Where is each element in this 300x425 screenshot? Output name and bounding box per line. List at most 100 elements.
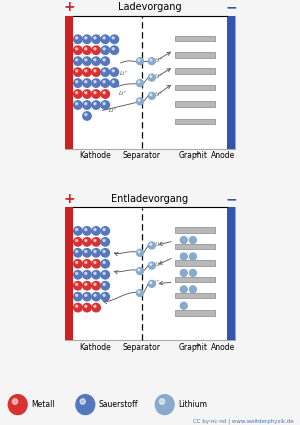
Circle shape: [136, 249, 143, 256]
Circle shape: [92, 46, 100, 54]
Circle shape: [148, 242, 155, 249]
Bar: [175, 85, 215, 91]
Circle shape: [92, 238, 100, 246]
Circle shape: [136, 98, 143, 105]
Circle shape: [103, 37, 105, 39]
Circle shape: [112, 37, 114, 39]
Circle shape: [85, 48, 87, 50]
Circle shape: [150, 264, 152, 265]
Bar: [65, 15, 73, 149]
Bar: [175, 310, 215, 316]
Circle shape: [74, 57, 82, 65]
Circle shape: [76, 70, 78, 72]
Circle shape: [101, 90, 110, 98]
Text: Sauerstoff: Sauerstoff: [99, 400, 138, 409]
Bar: [175, 277, 215, 282]
Circle shape: [8, 395, 27, 414]
Circle shape: [150, 94, 152, 96]
Circle shape: [94, 294, 96, 296]
Circle shape: [76, 305, 78, 307]
Circle shape: [136, 79, 143, 87]
Circle shape: [148, 262, 155, 269]
Circle shape: [94, 229, 96, 231]
Circle shape: [76, 395, 95, 414]
Circle shape: [83, 101, 91, 109]
Circle shape: [103, 92, 105, 94]
Bar: [65, 207, 235, 340]
Circle shape: [85, 92, 87, 94]
Circle shape: [76, 48, 78, 50]
Circle shape: [94, 102, 96, 105]
Text: Entladevorgang: Entladevorgang: [111, 194, 189, 204]
Circle shape: [74, 227, 82, 235]
Circle shape: [138, 251, 140, 252]
Circle shape: [112, 81, 114, 83]
Circle shape: [101, 79, 110, 87]
Circle shape: [148, 58, 155, 65]
Circle shape: [180, 253, 187, 260]
Bar: [175, 260, 215, 266]
Circle shape: [12, 399, 18, 404]
Circle shape: [83, 35, 91, 43]
Circle shape: [189, 253, 197, 260]
Circle shape: [92, 79, 100, 87]
Circle shape: [103, 48, 105, 50]
Circle shape: [74, 90, 82, 98]
Circle shape: [76, 102, 78, 105]
Bar: [65, 15, 235, 149]
Circle shape: [103, 59, 105, 61]
Circle shape: [94, 239, 96, 241]
Circle shape: [94, 92, 96, 94]
Circle shape: [101, 271, 110, 279]
Circle shape: [76, 250, 78, 252]
Circle shape: [112, 48, 114, 50]
Circle shape: [92, 90, 100, 98]
Circle shape: [138, 269, 140, 271]
Text: Li⁺: Li⁺: [118, 91, 127, 96]
Circle shape: [180, 237, 187, 244]
Circle shape: [101, 57, 110, 65]
Bar: [175, 52, 215, 57]
Text: Metall: Metall: [31, 400, 55, 409]
Circle shape: [85, 272, 87, 275]
Circle shape: [92, 227, 100, 235]
Circle shape: [94, 261, 96, 264]
Circle shape: [74, 260, 82, 268]
Circle shape: [94, 305, 96, 307]
Text: Li⁺: Li⁺: [154, 74, 163, 79]
Text: Graphit: Graphit: [178, 151, 207, 160]
Circle shape: [101, 281, 110, 290]
Circle shape: [76, 239, 78, 241]
Circle shape: [92, 281, 100, 290]
Circle shape: [85, 239, 87, 241]
Circle shape: [92, 271, 100, 279]
Circle shape: [138, 59, 140, 61]
Circle shape: [92, 101, 100, 109]
Circle shape: [159, 399, 165, 404]
Circle shape: [85, 229, 87, 231]
Circle shape: [110, 79, 118, 87]
Circle shape: [92, 292, 100, 301]
Circle shape: [74, 68, 82, 76]
Circle shape: [85, 81, 87, 83]
Text: Kathode: Kathode: [79, 151, 111, 160]
Circle shape: [150, 244, 152, 245]
Circle shape: [150, 59, 152, 61]
Circle shape: [94, 48, 96, 50]
Circle shape: [101, 35, 110, 43]
Circle shape: [92, 260, 100, 268]
Circle shape: [85, 102, 87, 105]
Circle shape: [103, 283, 105, 286]
Circle shape: [83, 227, 91, 235]
Circle shape: [76, 37, 78, 39]
Circle shape: [85, 37, 87, 39]
Text: Anode: Anode: [211, 343, 235, 352]
Circle shape: [148, 92, 155, 99]
Circle shape: [92, 303, 100, 312]
Circle shape: [74, 101, 82, 109]
Text: Li⁺: Li⁺: [154, 262, 163, 267]
Circle shape: [101, 46, 110, 54]
Circle shape: [74, 303, 82, 312]
Text: Li⁺: Li⁺: [154, 242, 163, 247]
Circle shape: [94, 250, 96, 252]
